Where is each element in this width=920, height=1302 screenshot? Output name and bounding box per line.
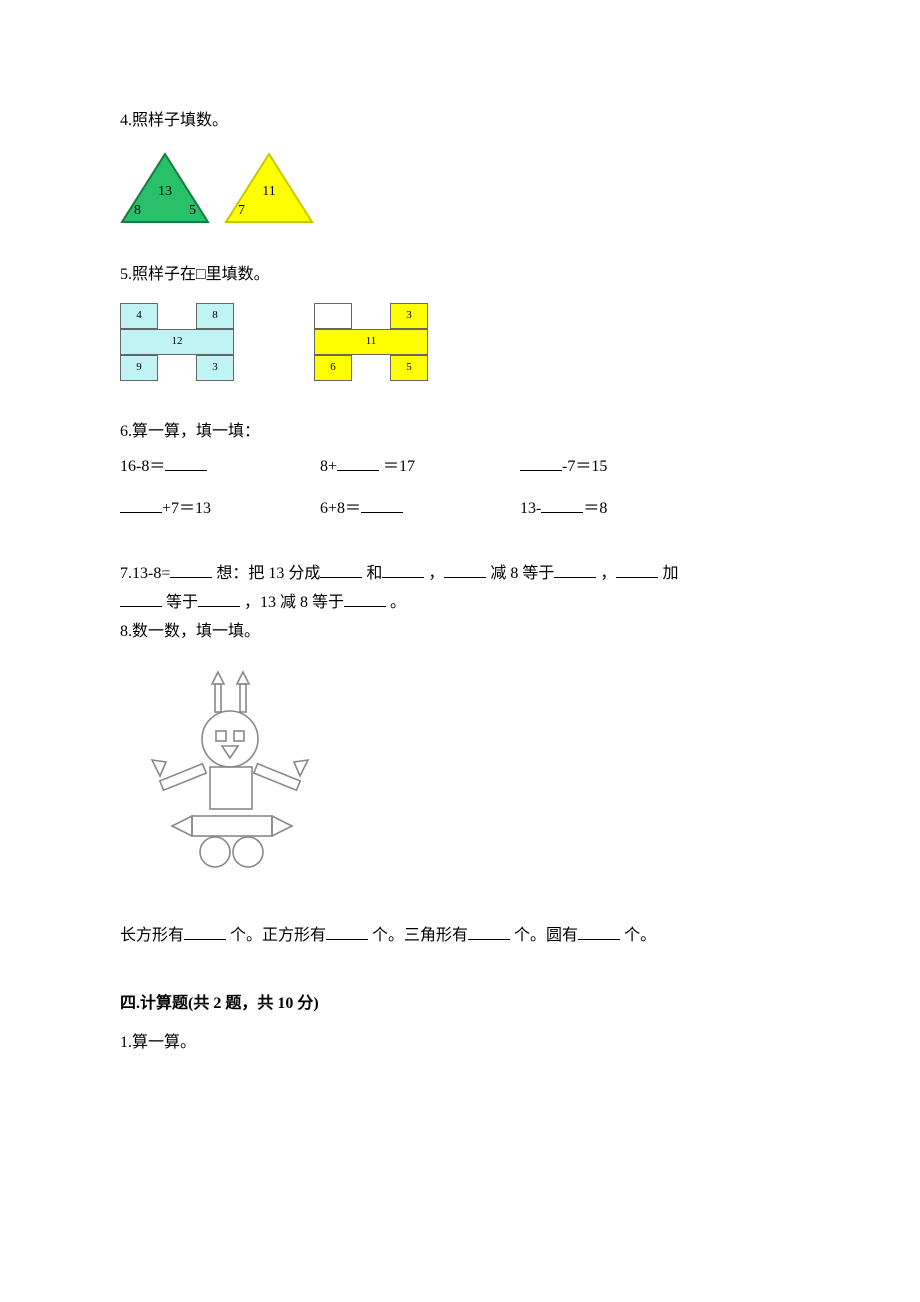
- question-6: 6.算一算，填一填： 16-8＝ 8+ ＝17 -7＝15 +7＝13 6+8＝…: [120, 421, 800, 520]
- question-4: 4.照样子填数。 13 8 5 11 7: [120, 110, 800, 224]
- section-4-q1: 1.算一算。: [120, 1032, 800, 1054]
- h2-tl: [314, 303, 352, 329]
- q7-prefix: 7.13-8=: [120, 565, 170, 582]
- triangle-1: 13 8 5: [120, 152, 210, 224]
- triangle-2: 11 7: [224, 152, 314, 224]
- q5-text: 5.照样子在□里填数。: [120, 264, 800, 286]
- h2-br: 5: [390, 355, 428, 381]
- h1-tr: 8: [196, 303, 234, 329]
- section-4-head: 四.计算题(共 2 题，共 10 分): [120, 993, 800, 1015]
- question-5: 5.照样子在□里填数。 4 8 12 9 3 3: [120, 264, 800, 380]
- q5-shapes: 4 8 12 9 3 3 11 6: [120, 303, 800, 381]
- h1-mid: 12: [120, 329, 234, 355]
- q6-r1c2: 8+ ＝17: [320, 455, 520, 478]
- h2-tr: 3: [390, 303, 428, 329]
- hshape-2: 3 11 6 5: [314, 303, 428, 381]
- q6-r2c1: +7＝13: [120, 497, 320, 520]
- q6-r2c3: 13-＝8: [520, 497, 720, 520]
- tri1-bl: 8: [134, 201, 141, 221]
- q6-r1c3: -7＝15: [520, 455, 720, 478]
- q4-text: 4.照样子填数。: [120, 110, 800, 132]
- q4-triangles: 13 8 5 11 7: [120, 152, 800, 224]
- robot-figure: [120, 664, 800, 894]
- q6-text: 6.算一算，填一填：: [120, 421, 800, 443]
- h1-br: 3: [196, 355, 234, 381]
- q6-grid: 16-8＝ 8+ ＝17 -7＝15 +7＝13 6+8＝ 13-＝8: [120, 455, 800, 520]
- tri1-top: 13: [120, 182, 210, 202]
- h1-bl: 9: [120, 355, 158, 381]
- hshape-1: 4 8 12 9 3: [120, 303, 234, 381]
- tri2-top: 11: [224, 182, 314, 202]
- h1-tl: 4: [120, 303, 158, 329]
- question-7: 7.13-8= 想：把 13 分成 和 ， 减 8 等于 ， 加 等于 ，13 …: [120, 560, 800, 618]
- q6-r1c1: 16-8＝: [120, 455, 320, 478]
- h2-mid: 11: [314, 329, 428, 355]
- tri2-bl: 7: [238, 201, 245, 221]
- q8-text: 8.数一数，填一填。: [120, 618, 800, 647]
- question-8: 8.数一数，填一填。: [120, 618, 800, 952]
- h2-bl: 6: [314, 355, 352, 381]
- q6-r2c2: 6+8＝: [320, 497, 520, 520]
- tri1-br: 5: [189, 201, 196, 221]
- q8-answer-line: 长方形有 个。正方形有 个。三角形有 个。圆有 个。: [120, 922, 800, 951]
